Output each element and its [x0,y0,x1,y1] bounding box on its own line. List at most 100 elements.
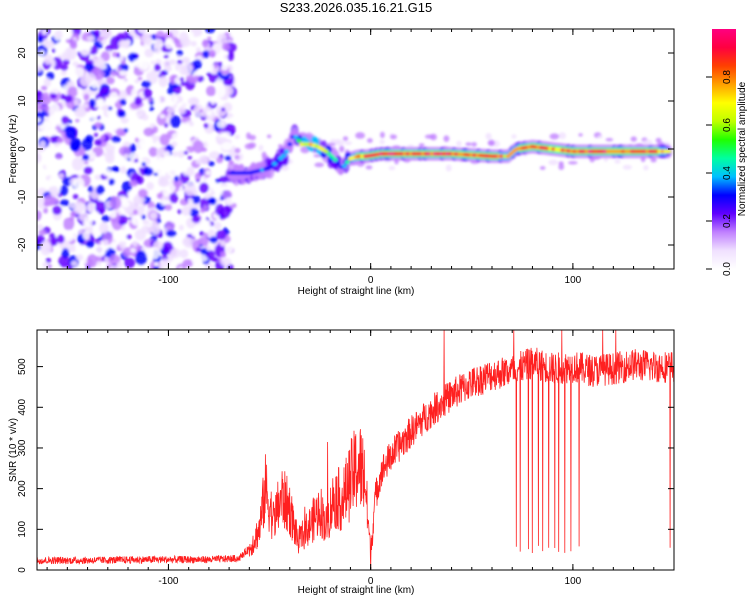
spectrogram-noise-blob [53,264,61,269]
spectrogram-noise-blob [137,76,143,81]
spectrogram-noise-blob [49,93,57,99]
spectrogram-noise-blob [82,153,90,161]
spectrogram-noise-blob [82,103,89,109]
spectrogram-noise-blob [117,66,122,72]
spectrogram-noise-blob [190,40,197,47]
spectrogram-noise-blob [151,60,156,65]
colorbar: 0.0 0.2 0.4 0.6 0.8 Normalized spectral ampl… [706,29,748,276]
spectrogram-noise-blob [193,104,205,117]
colorbar-gradient [712,29,736,269]
spectrogram-noise-blob [192,59,203,70]
spectrogram-noise-blob [192,195,201,204]
spectrogram-noise-blob [171,132,182,142]
spectrogram-noise-blob [118,239,127,249]
spectrogram-noise-blob [129,143,137,153]
spectrogram-noise-blob [221,107,226,112]
spectrogram-noise-blob [128,66,134,71]
spectrogram-ytick-label: -20 [17,237,28,252]
spectrogram-noise-blob [176,59,183,65]
spectrogram-noise-blob [164,37,174,50]
spectrogram-noise-blob [93,56,105,67]
spectrogram-noise-blob [43,54,54,65]
spectrogram-noise-blob [224,197,235,205]
spectrogram-noise-blob [59,185,69,196]
spectrogram-noise-blob [106,263,112,269]
spectrogram-noise-blob [605,137,614,142]
spectrogram-noise-blob [50,85,60,95]
spectrogram-noise-blob [79,74,91,87]
spectrogram-noise-blob [119,146,131,157]
spectrogram-noise-blob [379,139,385,145]
spectrogram-noise-blob [183,150,189,155]
spectrogram-noise-blob [153,95,161,104]
spectrogram-marks [37,29,673,269]
snr-ytick-label: 0 [17,567,28,573]
spectrogram-noise-blob [418,143,425,147]
spectrogram-noise-blob [173,175,179,182]
spectrogram-noise-blob [162,186,171,197]
spectrogram-noise-blob [58,255,70,268]
spectrogram-noise-blob [69,202,75,209]
spectrogram-noise-blob [97,36,104,42]
spectrogram-noise-blob [220,257,232,267]
spectrogram-noise-blob [94,244,107,257]
spectrogram-noise-blob [95,69,105,80]
spectrogram-noise-blob [388,165,396,171]
spectrogram-ridge-mid [264,170,271,179]
spectrogram-noise-blob [61,115,70,125]
spectrogram-noise-blob [567,161,578,165]
spectrogram-noise-blob [266,134,272,139]
spectrogram-noise-blob [43,40,55,49]
spectrogram-noise-blob [84,161,89,165]
spectrogram-noise-blob [208,151,221,160]
spectrogram-noise-blob [261,151,267,159]
spectrogram-noise-blob [179,77,184,82]
spectrogram-noise-blob [113,167,120,173]
spectrogram-noise-blob [83,63,95,72]
spectrogram-noise-blob [390,134,397,140]
spectrogram-noise-blob [220,131,226,138]
spectrogram-noise-blob [244,143,255,150]
spectrogram-noise-blob [187,31,194,38]
spectrogram-noise-blob [80,119,85,126]
spectrogram-noise-blob [165,100,170,106]
spectrogram-noise-blob [62,85,68,92]
spectrogram-noise-blob [135,175,144,185]
spectrogram-noise-blob [93,40,103,50]
spectrogram-noise-blob [57,220,64,227]
spectrogram-noise-blob [151,112,158,118]
spectrogram-noise-blob [614,159,621,164]
spectrogram-ridge-core [335,161,341,166]
spectrogram-noise-blob [69,211,76,217]
spectrogram-noise-blob [132,240,138,247]
spectrogram-ridge-core [326,152,332,157]
spectrogram-ridge-mid [337,167,344,176]
spectrogram-noise-blob [148,146,158,157]
spectrogram-noise-blob [187,96,200,106]
spectrogram-noise-blob [156,147,165,157]
spectrogram-xtick-label: 0 [368,275,374,286]
spectrogram-noise-blob [314,162,325,168]
spectrogram-noise-blob [203,232,209,238]
spectrogram-noise-blob [366,138,373,143]
spectrogram-noise-blob [216,156,224,164]
spectrogram-noise-blob [205,85,217,97]
spectrogram-noise-blob [178,105,186,115]
spectrogram-noise-blob [86,35,95,42]
spectrogram-ridge-core [344,160,350,165]
spectrogram-ridge-mid [238,163,245,172]
spectrogram-noise-blob [115,128,125,137]
spectrogram-noise-blob [52,164,61,172]
spectrogram-noise-blob [239,153,244,161]
spectrogram-noise-blob [141,80,152,88]
spectrogram-noise-blob [41,92,50,101]
spectrogram-noise-blob [176,49,183,57]
spectrogram-ridge-mid [260,160,267,169]
spectrogram-noise-blob [70,260,78,267]
spectrogram-noise-blob [109,35,121,50]
spectrogram-noise-blob [79,132,85,137]
spectrogram-noise-blob [204,29,216,34]
spectrogram-noise-blob [248,134,256,141]
spectrogram-noise-blob [183,57,191,64]
spectrogram-noise-blob [126,94,133,100]
